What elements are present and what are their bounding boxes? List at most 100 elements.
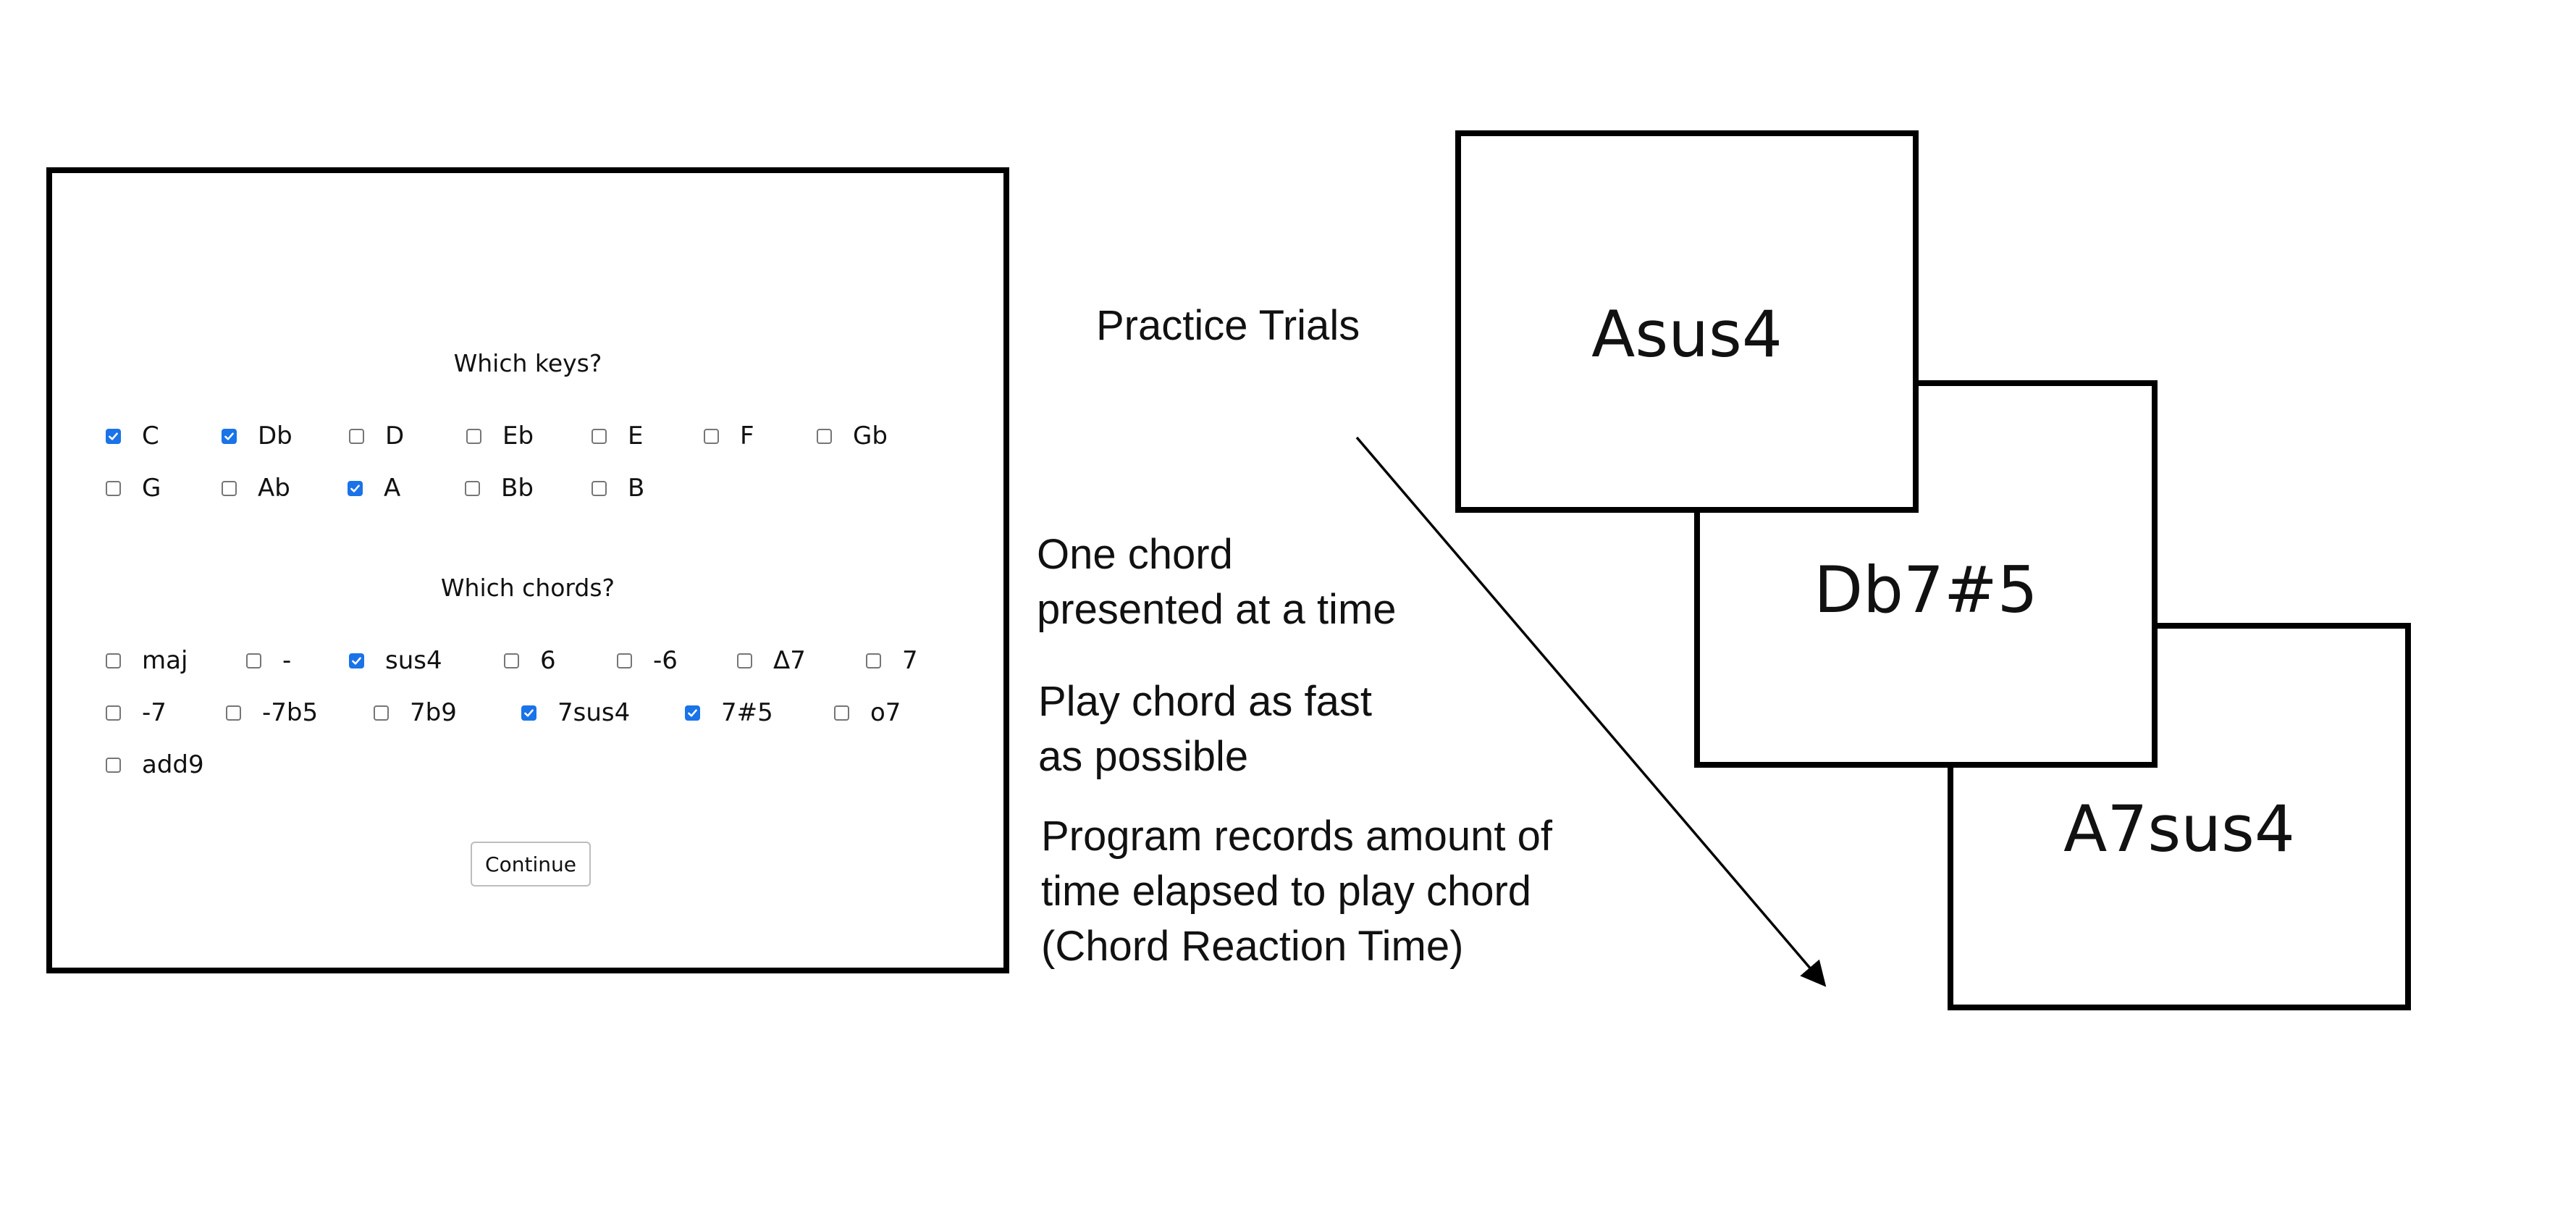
chord-option-7sharp5[interactable]: 7#5 — [685, 698, 773, 727]
checkbox-unchecked[interactable] — [592, 480, 607, 496]
reaction-time-line-2: time elapsed to play chord — [1041, 868, 1532, 915]
chord-option-add9[interactable]: add9 — [106, 750, 204, 779]
key-option-bb[interactable]: Bb — [465, 474, 534, 503]
chord-option-label: -7b5 — [262, 698, 319, 727]
chord-option-label: maj — [142, 646, 188, 675]
chord-option-label: sus4 — [385, 646, 442, 675]
chord-option-label: 7 — [902, 646, 918, 675]
chord-option-label: -6 — [653, 646, 678, 675]
key-option-label: Ab — [258, 474, 290, 503]
key-option-e[interactable]: E — [592, 422, 643, 450]
practice-trials-label: Practice Trials — [1096, 302, 1360, 349]
checkmark-icon — [350, 484, 360, 492]
play-chord-line-2: as possible — [1038, 733, 1249, 780]
checkbox-unchecked[interactable] — [106, 757, 121, 773]
checkbox-checked[interactable] — [348, 480, 363, 496]
key-option-a[interactable]: A — [348, 474, 400, 503]
chord-option-sus4[interactable]: sus4 — [349, 646, 442, 675]
one-chord-line-2: presented at a time — [1037, 586, 1397, 633]
checkbox-checked[interactable] — [349, 653, 364, 668]
checkbox-checked[interactable] — [685, 705, 700, 721]
key-option-label: E — [628, 422, 644, 450]
checkbox-unchecked[interactable] — [374, 705, 389, 721]
one-chord-annotation: One chord presented at a time — [1037, 527, 1397, 637]
continue-button[interactable]: Continue — [471, 842, 591, 886]
key-option-gb[interactable]: Gb — [817, 422, 888, 450]
key-option-label: A — [384, 474, 401, 503]
chord-option-label: 7b9 — [410, 698, 457, 727]
chord-option-label: Δ7 — [773, 646, 806, 675]
chord-option-label: o7 — [870, 698, 901, 727]
key-option-label: Db — [258, 422, 292, 450]
keys-heading: Which keys? — [453, 349, 602, 377]
play-chord-annotation: Play chord as fast as possible — [1038, 674, 1372, 784]
checkbox-unchecked[interactable] — [222, 480, 237, 496]
checkbox-unchecked[interactable] — [106, 480, 121, 496]
checkmark-icon — [688, 708, 697, 717]
key-option-label: C — [142, 422, 159, 450]
checkbox-checked[interactable] — [521, 705, 536, 721]
checkbox-unchecked[interactable] — [246, 653, 261, 668]
chord-option-label: 7#5 — [721, 698, 773, 727]
key-option-c[interactable]: C — [106, 422, 159, 450]
checkbox-unchecked[interactable] — [737, 653, 752, 668]
checkbox-unchecked[interactable] — [866, 653, 881, 668]
key-option-label: Bb — [501, 474, 534, 503]
checkbox-unchecked[interactable] — [704, 428, 719, 444]
checkbox-unchecked[interactable] — [504, 653, 519, 668]
key-option-db[interactable]: Db — [222, 422, 292, 450]
chords-heading: Which chords? — [440, 574, 615, 602]
checkbox-checked[interactable] — [222, 428, 237, 444]
key-option-b[interactable]: B — [592, 474, 644, 503]
checkbox-unchecked[interactable] — [106, 705, 121, 721]
key-option-eb[interactable]: Eb — [466, 422, 534, 450]
chord-option-minor[interactable]: - — [246, 646, 291, 675]
checkbox-unchecked[interactable] — [465, 480, 480, 496]
chord-option-o7[interactable]: o7 — [834, 698, 901, 727]
key-option-g[interactable]: G — [106, 474, 161, 503]
checkbox-unchecked[interactable] — [592, 428, 607, 444]
chord-option-maj[interactable]: maj — [106, 646, 188, 675]
chord-settings-panel: Which keys? C Db D Eb E F Gb G Ab A Bb B Which chor… — [46, 167, 1009, 973]
chord-option-minor6[interactable]: -6 — [617, 646, 678, 675]
key-option-label: Eb — [502, 422, 534, 450]
key-option-ab[interactable]: Ab — [222, 474, 290, 503]
key-option-label: G — [142, 474, 161, 503]
key-option-label: B — [628, 474, 645, 503]
checkbox-unchecked[interactable] — [226, 705, 241, 721]
chord-option-label: 7sus4 — [557, 698, 631, 727]
chord-option-minor7b5[interactable]: -7b5 — [226, 698, 318, 727]
one-chord-line-1: One chord — [1037, 531, 1233, 578]
checkmark-icon — [224, 432, 234, 440]
reaction-time-annotation: Program records amount of time elapsed t… — [1041, 809, 1552, 974]
key-option-label: Gb — [853, 422, 888, 450]
checkbox-unchecked[interactable] — [834, 705, 849, 721]
play-chord-line-1: Play chord as fast — [1038, 678, 1372, 725]
checkbox-unchecked[interactable] — [817, 428, 832, 444]
checkbox-unchecked[interactable] — [106, 653, 121, 668]
checkbox-unchecked[interactable] — [617, 653, 632, 668]
chord-option-7[interactable]: 7 — [866, 646, 918, 675]
key-option-label: F — [740, 422, 754, 450]
chord-option-label: add9 — [142, 750, 204, 779]
chord-option-label: - — [282, 646, 292, 675]
key-option-d[interactable]: D — [349, 422, 404, 450]
chord-option-6[interactable]: 6 — [504, 646, 556, 675]
chord-option-7b9[interactable]: 7b9 — [374, 698, 457, 727]
checkmark-icon — [109, 432, 118, 440]
key-option-label: D — [385, 422, 405, 450]
key-option-f[interactable]: F — [704, 422, 754, 450]
checkbox-unchecked[interactable] — [349, 428, 364, 444]
chord-option-label: 6 — [540, 646, 556, 675]
checkbox-checked[interactable] — [106, 428, 121, 444]
chord-option-label: -7 — [142, 698, 167, 727]
checkbox-unchecked[interactable] — [466, 428, 481, 444]
checkmark-icon — [524, 708, 534, 717]
chord-option-7sus4[interactable]: 7sus4 — [521, 698, 630, 727]
checkmark-icon — [352, 656, 361, 665]
chord-option-minor7[interactable]: -7 — [106, 698, 167, 727]
reaction-time-line-1: Program records amount of — [1041, 813, 1552, 860]
chord-option-delta7[interactable]: Δ7 — [737, 646, 806, 675]
reaction-time-line-3: (Chord Reaction Time) — [1041, 923, 1464, 970]
chord-card-1: Asus4 — [1455, 130, 1919, 513]
